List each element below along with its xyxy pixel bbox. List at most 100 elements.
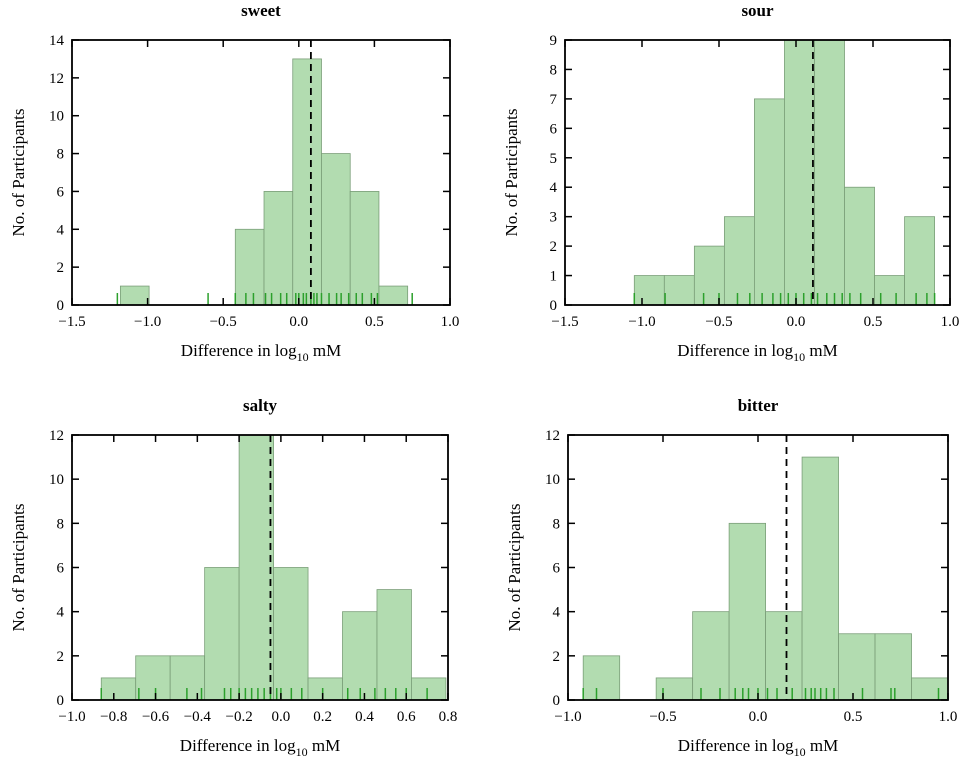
y-tick-label: 4 bbox=[57, 222, 65, 238]
bar bbox=[911, 677, 949, 701]
x-tick-label: −0.5 bbox=[210, 314, 237, 330]
y-tick-label: 0 bbox=[57, 298, 65, 314]
y-tick-label: 6 bbox=[550, 121, 558, 137]
bar bbox=[135, 655, 171, 701]
x-tick-label: 0.5 bbox=[844, 709, 863, 725]
bar bbox=[582, 655, 621, 701]
bar bbox=[100, 677, 137, 701]
bar bbox=[349, 191, 380, 306]
x-tick-label: −1.0 bbox=[554, 709, 581, 725]
x-tick-label: −0.5 bbox=[705, 314, 732, 330]
bar bbox=[693, 245, 725, 306]
bar bbox=[633, 275, 665, 306]
x-tick-label: 0.0 bbox=[787, 314, 806, 330]
bar bbox=[119, 285, 150, 306]
x-axis-label-text: Difference in log bbox=[181, 341, 297, 360]
axes-frame bbox=[71, 39, 451, 306]
bar bbox=[784, 39, 815, 306]
bar bbox=[321, 153, 351, 306]
y-tick-label: 5 bbox=[550, 151, 558, 167]
x-tick-label: 0.5 bbox=[864, 314, 883, 330]
bar bbox=[263, 191, 294, 306]
x-axis-label-unit: mM bbox=[309, 341, 342, 360]
x-axis-label-sub: 10 bbox=[793, 350, 805, 364]
y-tick-label: 14 bbox=[49, 33, 65, 49]
y-tick-label: 12 bbox=[49, 428, 64, 444]
x-axis-label: Difference in log10 mM bbox=[678, 736, 838, 759]
y-tick-label: 9 bbox=[550, 33, 558, 49]
bar bbox=[655, 677, 694, 701]
chart-title: sour bbox=[741, 1, 774, 20]
x-axis-label-unit: mM bbox=[806, 736, 839, 755]
chart-title: bitter bbox=[738, 396, 779, 415]
x-tick-label: 0.0 bbox=[272, 709, 291, 725]
y-tick-label: 3 bbox=[550, 210, 558, 226]
x-tick-label: −0.8 bbox=[100, 709, 127, 725]
panel: −1.0 −0.5 0.0 0.5 1.0 0 2 4 6 8 10 12 bitter Differen… bbox=[505, 396, 957, 759]
y-tick-label: 12 bbox=[545, 428, 560, 444]
y-tick-label: 10 bbox=[49, 109, 64, 125]
y-tick-label: 2 bbox=[57, 649, 65, 665]
x-tick-label: −1.0 bbox=[58, 709, 85, 725]
y-tick-label: 2 bbox=[553, 649, 561, 665]
x-axis-label-text: Difference in log bbox=[180, 736, 296, 755]
x-tick-label: −1.5 bbox=[551, 314, 578, 330]
x-tick-label: 0.0 bbox=[749, 709, 768, 725]
y-tick-label: 4 bbox=[57, 605, 65, 621]
x-axis-label: Difference in log10 mM bbox=[180, 736, 340, 759]
y-tick-label: 6 bbox=[57, 561, 65, 577]
y-tick-label: 6 bbox=[553, 561, 561, 577]
x-tick-label: −0.2 bbox=[226, 709, 253, 725]
chart-title: salty bbox=[243, 396, 278, 415]
y-tick-label: 10 bbox=[49, 472, 64, 488]
y-tick-label: 6 bbox=[57, 184, 65, 200]
bar bbox=[904, 216, 936, 306]
bar bbox=[844, 186, 875, 306]
y-tick-label: 2 bbox=[57, 260, 65, 276]
bar bbox=[801, 456, 839, 701]
x-tick-label: −0.5 bbox=[649, 709, 676, 725]
y-tick-label: 8 bbox=[550, 62, 558, 78]
x-tick-label: 0.6 bbox=[397, 709, 416, 725]
bar bbox=[376, 589, 412, 701]
bar bbox=[411, 677, 447, 701]
x-tick-label: 1.0 bbox=[939, 709, 958, 725]
bar bbox=[292, 58, 322, 306]
bar bbox=[874, 633, 912, 701]
panel: −1.5 −1.0 −0.5 0.0 0.5 1.0 0 2 4 6 8 10 12 14 sweet Dif… bbox=[9, 1, 459, 364]
panel: −1.5 −1.0 −0.5 0.0 0.5 1.0 0 1 2 3 4 5 6 7 8 9 sour Diffe… bbox=[502, 1, 959, 364]
x-axis-label-unit: mM bbox=[805, 341, 838, 360]
y-tick-label: 2 bbox=[550, 239, 558, 255]
y-axis-label: No. of Participants bbox=[9, 109, 28, 237]
y-axis-label: No. of Participants bbox=[505, 504, 524, 632]
bar bbox=[663, 275, 695, 306]
x-axis-label-sub: 10 bbox=[794, 745, 806, 759]
x-tick-label: −0.4 bbox=[184, 709, 212, 725]
bar bbox=[234, 228, 265, 306]
y-tick-label: 7 bbox=[550, 92, 558, 108]
x-axis-label: Difference in log10 mM bbox=[181, 341, 341, 364]
x-axis-label-text: Difference in log bbox=[677, 341, 793, 360]
x-tick-label: 0.2 bbox=[313, 709, 332, 725]
bar bbox=[204, 567, 240, 701]
panel: −1.0 −0.8 −0.6 −0.4 −0.2 0.0 0.2 0.4 0.6 0.8 0 2 4 6 8… bbox=[9, 396, 457, 759]
x-tick-label: 0.4 bbox=[355, 709, 374, 725]
bar bbox=[728, 522, 766, 701]
x-axis-label-sub: 10 bbox=[297, 350, 309, 364]
y-tick-label: 12 bbox=[49, 71, 64, 87]
bar bbox=[723, 216, 755, 306]
y-tick-label: 8 bbox=[57, 516, 65, 532]
x-tick-label: −0.6 bbox=[142, 709, 170, 725]
x-tick-label: −1.5 bbox=[58, 314, 85, 330]
x-tick-label: 0.5 bbox=[365, 314, 384, 330]
bar bbox=[874, 275, 905, 306]
x-tick-label: 0.0 bbox=[289, 314, 308, 330]
y-tick-label: 8 bbox=[57, 147, 65, 163]
y-tick-label: 0 bbox=[57, 693, 65, 709]
x-axis-label-text: Difference in log bbox=[678, 736, 794, 755]
x-tick-label: −1.0 bbox=[628, 314, 655, 330]
bar bbox=[342, 611, 378, 701]
x-axis-label: Difference in log10 mM bbox=[677, 341, 837, 364]
bar bbox=[378, 285, 409, 306]
